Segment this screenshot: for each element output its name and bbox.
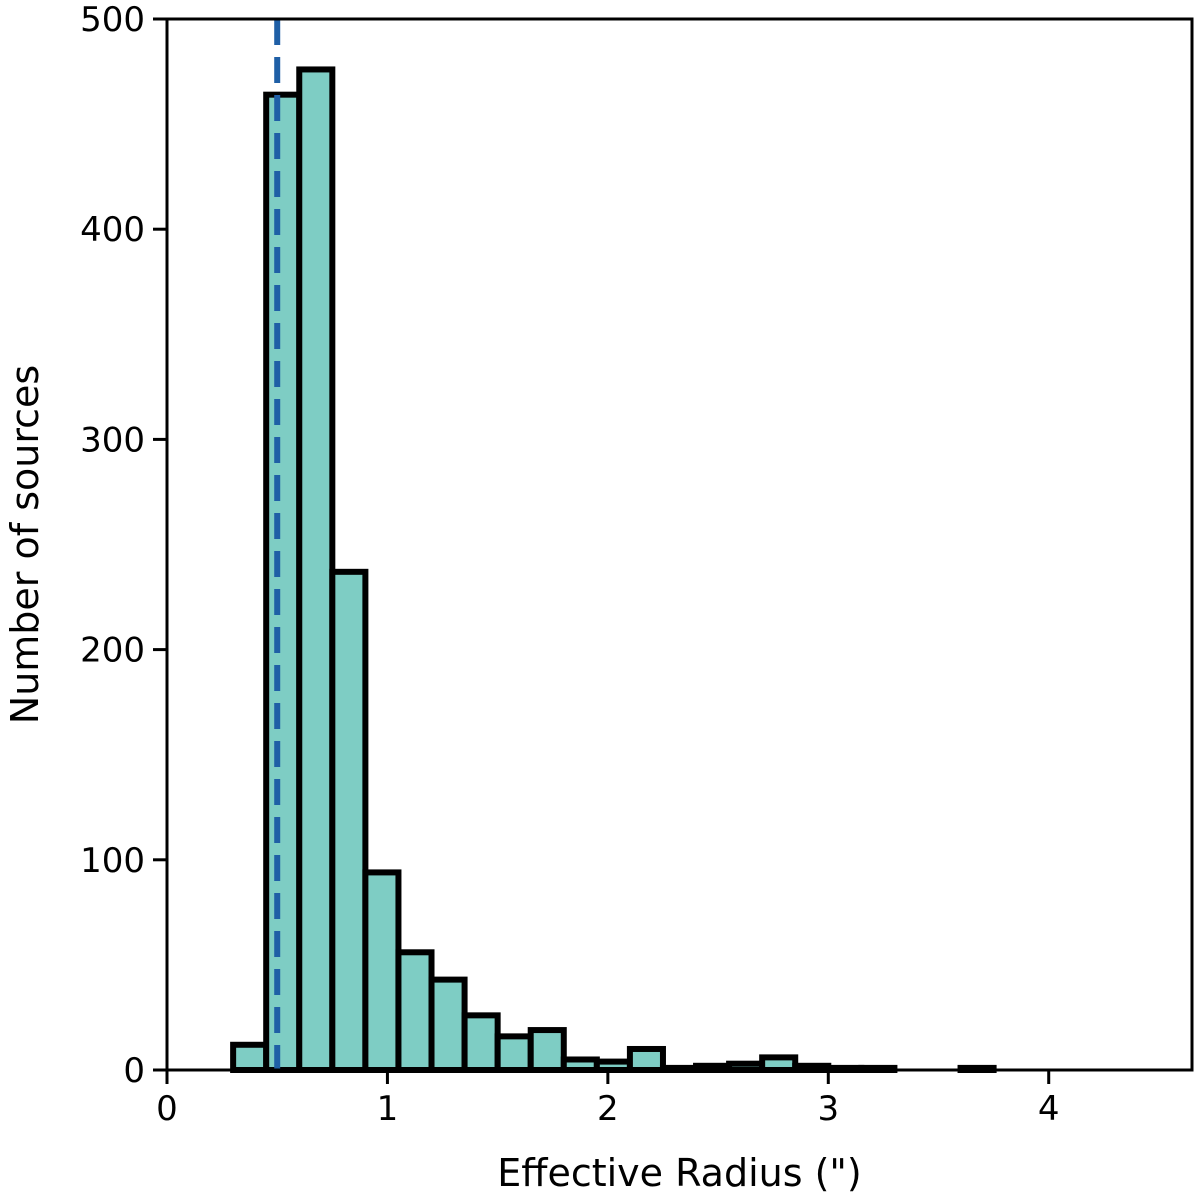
y-tick-label: 100 xyxy=(80,841,145,881)
histogram-bar xyxy=(759,1054,799,1073)
x-tick-label: 2 xyxy=(597,1089,619,1129)
histogram-bar xyxy=(494,1033,534,1074)
y-axis-label: Number of sources xyxy=(3,365,47,724)
x-axis-label: Effective Radius (") xyxy=(497,1151,862,1195)
x-tick-label: 1 xyxy=(377,1089,399,1129)
x-tick-label: 0 xyxy=(156,1089,178,1129)
y-tick-label: 200 xyxy=(80,631,145,671)
x-tick-label: 4 xyxy=(1038,1089,1060,1129)
x-tick-label: 3 xyxy=(817,1089,839,1129)
y-tick-label: 0 xyxy=(123,1051,145,1091)
histogram-bar xyxy=(329,568,369,1073)
histogram-bar xyxy=(296,66,336,1073)
histogram-bar xyxy=(395,949,435,1074)
histogram-bar xyxy=(230,1041,270,1073)
y-tick-label: 400 xyxy=(80,210,145,250)
histogram-bar xyxy=(461,1012,501,1074)
y-tick-label: 300 xyxy=(80,420,145,460)
y-tick-label: 500 xyxy=(80,0,145,40)
y-axis-ticks: 0 100 200 300 400 500 xyxy=(80,0,167,1091)
histogram-bar xyxy=(362,869,402,1073)
histogram-bar xyxy=(263,91,303,1073)
histogram-bar xyxy=(560,1056,600,1073)
plot-frame xyxy=(165,17,1194,1072)
histogram-bar xyxy=(626,1045,666,1073)
histogram-bar xyxy=(428,976,468,1074)
x-axis-ticks: 0 1 2 3 4 xyxy=(156,1070,1060,1129)
histogram-bars xyxy=(230,66,997,1074)
histogram-bar xyxy=(527,1027,567,1074)
